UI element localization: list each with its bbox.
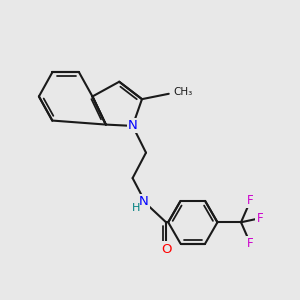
Text: N: N: [139, 195, 149, 208]
Text: F: F: [247, 194, 254, 207]
Text: F: F: [247, 237, 254, 250]
Text: H: H: [132, 202, 140, 213]
Text: O: O: [161, 242, 171, 256]
Text: CH₃: CH₃: [174, 87, 193, 98]
Text: N: N: [128, 119, 137, 132]
Text: F: F: [256, 212, 263, 225]
